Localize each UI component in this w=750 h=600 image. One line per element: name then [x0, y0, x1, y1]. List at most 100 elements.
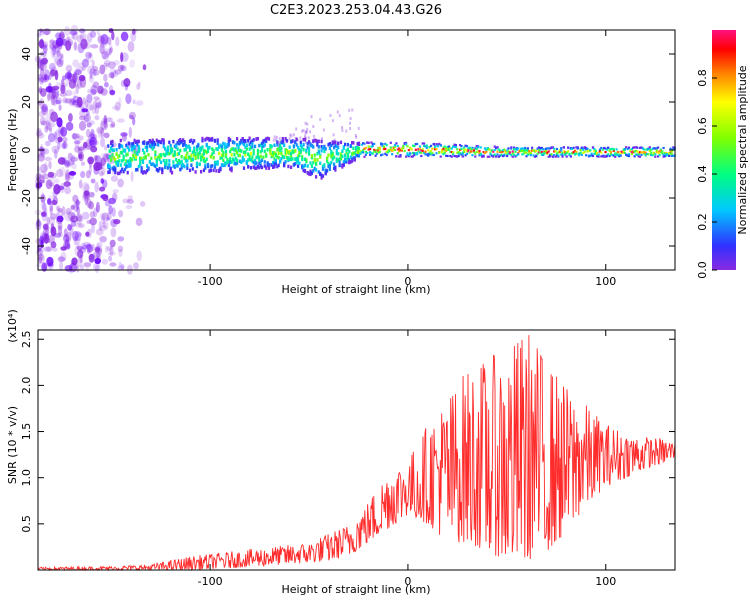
heatmap-cell	[547, 150, 550, 153]
heatmap-cell	[618, 153, 621, 156]
heatmap-cell	[303, 138, 307, 142]
heatmap-cell	[95, 201, 100, 213]
heatmap-cell	[68, 113, 73, 122]
heatmap-cell	[147, 141, 150, 145]
heatmap-cell	[62, 234, 70, 244]
heatmap-cell	[424, 150, 427, 153]
heatmap-cell	[102, 220, 106, 229]
heatmap-cell	[38, 87, 43, 93]
heatmap-cell	[127, 41, 135, 53]
heatmap-cell	[90, 88, 97, 96]
heatmap-cell	[211, 152, 214, 156]
heatmap-cell	[400, 149, 403, 152]
heatmap-cell	[406, 145, 409, 148]
heatmap-cell	[423, 144, 426, 147]
heatmap-cell	[572, 151, 575, 154]
heatmap-cell	[272, 161, 275, 165]
heatmap-cell	[224, 161, 228, 166]
heatmap-cell	[598, 150, 601, 153]
heatmap-cell	[360, 143, 363, 146]
heatmap-cell	[184, 154, 187, 158]
heatmap-cell	[286, 139, 289, 143]
heatmap-cell	[56, 205, 60, 212]
heatmap-cell	[42, 148, 50, 155]
heatmap-cell	[400, 148, 403, 151]
heatmap-cell	[441, 148, 444, 152]
heatmap-cell	[431, 153, 434, 156]
heatmap-cell	[295, 156, 298, 161]
heatmap-cell	[202, 159, 205, 163]
heatmap-cell	[50, 111, 58, 123]
heatmap-cell	[597, 155, 600, 158]
heatmap-cell	[535, 155, 538, 158]
heatmap-cell	[549, 153, 552, 157]
heatmap-cell	[116, 171, 120, 176]
heatmap-cell	[226, 160, 229, 164]
colorbar-title: Normalized spectral amplitude	[736, 65, 749, 234]
heatmap-cell	[188, 155, 192, 160]
heatmap-cell	[547, 147, 550, 150]
heatmap-cell	[288, 145, 291, 149]
heatmap-cell	[423, 142, 426, 145]
heatmap-cell	[621, 150, 624, 154]
heatmap-cell	[308, 152, 311, 156]
heatmap-cell	[549, 155, 552, 158]
heatmap-cell	[578, 154, 581, 157]
heatmap-cell	[517, 147, 520, 150]
heatmap-cell	[59, 261, 63, 271]
snr-panel: -100 0 100 0.51.01.52.02.5 Height of strai…	[6, 309, 676, 596]
heatmap-cell	[133, 262, 139, 270]
heatmap-cell	[55, 99, 61, 105]
heatmap-cell	[168, 163, 171, 167]
heatmap-cell	[500, 153, 503, 156]
heatmap-cell	[93, 96, 100, 101]
heatmap-cell	[103, 132, 110, 139]
heatmap-cell	[348, 160, 351, 165]
heatmap-cell	[650, 153, 653, 157]
heatmap-cell	[641, 151, 644, 154]
heatmap-cell	[155, 168, 158, 172]
heatmap-cell	[108, 155, 111, 159]
heatmap-cell	[95, 97, 102, 107]
heatmap-cell	[62, 156, 68, 165]
heatmap-cell	[557, 154, 560, 157]
heatmap-cell	[144, 154, 147, 159]
heatmap-cell	[55, 129, 60, 139]
heatmap-cell	[542, 152, 545, 155]
heatmap-cell	[148, 160, 151, 164]
heatmap-cell	[573, 153, 577, 156]
heatmap-cell	[580, 146, 583, 149]
heatmap-cell	[43, 74, 50, 83]
heatmap-cell	[86, 243, 93, 253]
heatmap-cell	[420, 151, 423, 154]
heatmap-cell	[51, 199, 58, 206]
heatmap-cell	[585, 148, 588, 151]
heatmap-cell	[38, 86, 43, 95]
heatmap-cell	[136, 142, 139, 147]
heatmap-cell	[112, 167, 115, 172]
heatmap-cell	[276, 140, 279, 144]
heatmap-cell	[204, 163, 207, 168]
heatmap-cell	[103, 62, 109, 68]
heatmap-cell	[486, 147, 489, 150]
heatmap-cell	[169, 143, 172, 148]
heatmap-cell	[299, 140, 302, 145]
heatmap-cell	[266, 136, 269, 141]
heatmap-cell	[130, 142, 133, 146]
heatmap-cell	[60, 251, 67, 262]
heatmap-cell	[618, 155, 621, 158]
heatmap-cell	[128, 126, 132, 138]
heatmap-cell	[66, 244, 71, 250]
heatmap-cell	[492, 150, 495, 153]
heatmap-cell	[536, 147, 539, 150]
heatmap-cell	[39, 58, 48, 66]
heatmap-cell	[123, 148, 127, 153]
heatmap-cell	[485, 148, 488, 151]
y-tick-label: 40	[20, 47, 33, 61]
heatmap-cell	[499, 149, 502, 152]
heatmap-cell	[312, 139, 315, 143]
heatmap-cell	[298, 148, 301, 152]
heatmap-cell	[75, 200, 81, 205]
heatmap-cell	[205, 157, 208, 161]
heatmap-cell	[267, 163, 271, 167]
